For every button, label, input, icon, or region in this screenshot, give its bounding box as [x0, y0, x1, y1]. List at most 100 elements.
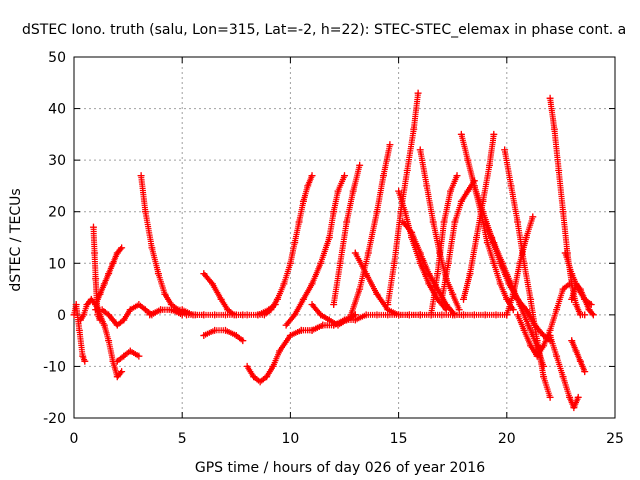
- data-point: [308, 280, 316, 288]
- data-point: [330, 208, 338, 216]
- y-tick-label: 30: [48, 153, 66, 169]
- data-point: [576, 357, 584, 365]
- data-point: [92, 306, 100, 314]
- data-point: [572, 301, 580, 309]
- data-point: [286, 331, 294, 339]
- data-point: [395, 187, 403, 195]
- data-point: [157, 306, 165, 314]
- data-point: [527, 342, 535, 350]
- data-point: [79, 352, 87, 360]
- data-point: [154, 270, 162, 278]
- data-point: [118, 368, 126, 376]
- data-point: [254, 311, 262, 319]
- data-point: [232, 331, 240, 339]
- data-point: [481, 218, 489, 226]
- data-point: [239, 337, 247, 345]
- data-point: [514, 311, 522, 319]
- data-point: [167, 306, 175, 314]
- data-point: [304, 182, 312, 190]
- series-markers: [77, 296, 125, 380]
- data-point: [438, 311, 446, 319]
- data-point: [148, 244, 156, 252]
- data-point: [291, 239, 299, 247]
- data-point: [280, 280, 288, 288]
- data-series: [76, 295, 126, 381]
- y-tick-label: 20: [48, 205, 66, 221]
- data-point: [490, 239, 498, 247]
- data-point: [444, 259, 452, 267]
- data-point: [178, 306, 186, 314]
- data-point: [492, 311, 500, 319]
- data-point: [516, 259, 524, 267]
- data-point: [211, 326, 219, 334]
- data-point: [410, 125, 418, 133]
- series-markers: [417, 146, 463, 313]
- data-point: [308, 326, 316, 334]
- data-point: [524, 321, 532, 329]
- data-point: [80, 311, 88, 319]
- data-point: [317, 259, 325, 267]
- ticks: 0 5 10 15 20 25 -20 -10 0 10 20 30 40 50: [43, 50, 624, 447]
- data-point: [533, 352, 541, 360]
- data-point: [286, 259, 294, 267]
- data-point: [200, 270, 208, 278]
- data-point: [260, 311, 268, 319]
- data-point: [470, 182, 478, 190]
- data-point: [589, 311, 597, 319]
- data-point: [105, 270, 113, 278]
- data-point: [457, 130, 465, 138]
- data-point: [98, 306, 106, 314]
- data-point: [581, 368, 589, 376]
- data-point: [221, 326, 229, 334]
- y-tick-label: 40: [48, 102, 66, 118]
- data-point: [349, 187, 357, 195]
- data-point: [118, 244, 126, 252]
- data-point: [501, 146, 509, 154]
- data-series: [503, 213, 537, 319]
- x-tick-label: 20: [498, 431, 516, 447]
- data-point: [230, 311, 238, 319]
- data-point: [574, 393, 582, 401]
- data-point: [403, 166, 411, 174]
- y-tick-label: -20: [43, 411, 66, 427]
- y-tick-label: 0: [57, 308, 66, 324]
- series-markers: [330, 162, 363, 308]
- data-point: [470, 311, 478, 319]
- data-point: [351, 249, 359, 257]
- series-markers: [200, 270, 246, 318]
- data-point: [390, 259, 398, 267]
- data-point: [546, 393, 554, 401]
- data-point: [503, 311, 511, 319]
- data-point: [105, 311, 113, 319]
- data-point: [113, 321, 121, 329]
- data-point: [466, 270, 474, 278]
- data-point: [373, 290, 381, 298]
- data-point: [362, 311, 370, 319]
- x-axis-label: GPS time / hours of day 026 of year 2016: [195, 460, 485, 476]
- data-point: [570, 404, 578, 412]
- data-point: [509, 290, 517, 298]
- data-point: [269, 362, 277, 370]
- data-point: [137, 172, 145, 180]
- data-point: [221, 311, 229, 319]
- data-point: [522, 234, 530, 241]
- data-point: [399, 218, 407, 226]
- data-point: [308, 301, 316, 309]
- data-point: [553, 352, 561, 360]
- data-point: [568, 337, 576, 345]
- data-point: [427, 311, 435, 319]
- data-series: [351, 249, 424, 319]
- data-point: [120, 352, 128, 360]
- data-point: [72, 301, 80, 309]
- data-point: [509, 306, 517, 314]
- data-point: [126, 347, 134, 355]
- data-point: [276, 347, 284, 355]
- data-point: [100, 321, 108, 329]
- data-series: [200, 270, 247, 319]
- data-series: [561, 249, 595, 309]
- data-point: [451, 218, 459, 226]
- data-point: [479, 208, 487, 216]
- data-point: [250, 373, 258, 381]
- data-point: [453, 172, 461, 180]
- y-tick-label: -10: [43, 359, 66, 375]
